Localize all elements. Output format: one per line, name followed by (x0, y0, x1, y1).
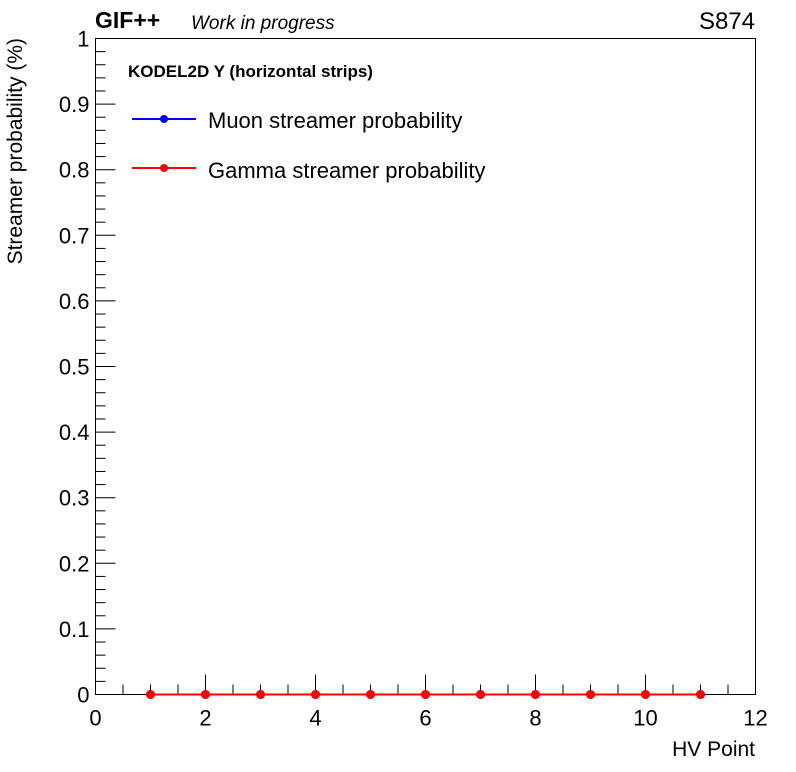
y-tick-label: 0.5 (59, 355, 90, 380)
y-tick-labels: 0 0.1 0.2 0.3 0.4 0.5 0.6 0.7 0.8 0.9 1 (59, 27, 90, 708)
legend: KODEL2D Y (horizontal strips) Muon strea… (128, 62, 486, 183)
y-tick-label: 0.9 (59, 92, 90, 117)
y-tick-label: 0.1 (59, 617, 90, 642)
y-tick-label: 1 (77, 27, 89, 52)
data-point-gamma (201, 690, 210, 699)
data-point-gamma (476, 690, 485, 699)
x-tick-label: 2 (199, 706, 211, 731)
x-tick-label: 8 (529, 706, 541, 731)
data-point-gamma (641, 690, 650, 699)
x-tick-label: 6 (419, 706, 431, 731)
x-tick-label: 0 (89, 706, 101, 731)
legend-header: KODEL2D Y (horizontal strips) (128, 62, 373, 81)
y-axis-title: Streamer probability (%) (4, 38, 27, 264)
data-point-gamma (311, 690, 320, 699)
status-label: Work in progress (191, 13, 335, 34)
run-id-label: S874 (699, 8, 755, 35)
y-tick-label: 0.3 (59, 486, 90, 511)
y-tick-label: 0.2 (59, 551, 90, 576)
data-point-gamma (256, 690, 265, 699)
x-tick-label: 4 (309, 706, 321, 731)
plot-frame (95, 38, 756, 695)
y-tick-label: 0.4 (59, 420, 90, 445)
y-tick-label: 0.8 (59, 158, 90, 183)
legend-label-gamma: Gamma streamer probability (208, 158, 486, 183)
x-axis-title: HV Point (672, 738, 755, 761)
y-tick-label: 0.6 (59, 289, 90, 314)
data-point-gamma (421, 690, 430, 699)
legend-label-muon: Muon streamer probability (208, 108, 462, 133)
x-tick-label: 10 (633, 706, 657, 731)
data-point-gamma (146, 690, 155, 699)
legend-marker-muon (160, 115, 168, 123)
x-tick-label: 12 (743, 706, 767, 731)
data-point-gamma (586, 690, 595, 699)
data-point-gamma (696, 690, 705, 699)
data-point-gamma (366, 690, 375, 699)
x-tick-labels: 0 2 4 6 8 10 12 (89, 706, 767, 731)
y-tick-label: 0.7 (59, 223, 90, 248)
y-tick-label: 0 (77, 683, 89, 708)
legend-marker-gamma (160, 164, 168, 172)
data-point-gamma (531, 690, 540, 699)
series-layer (146, 690, 705, 699)
axis-ticks (95, 38, 756, 695)
experiment-label: GIF++ (95, 7, 160, 33)
